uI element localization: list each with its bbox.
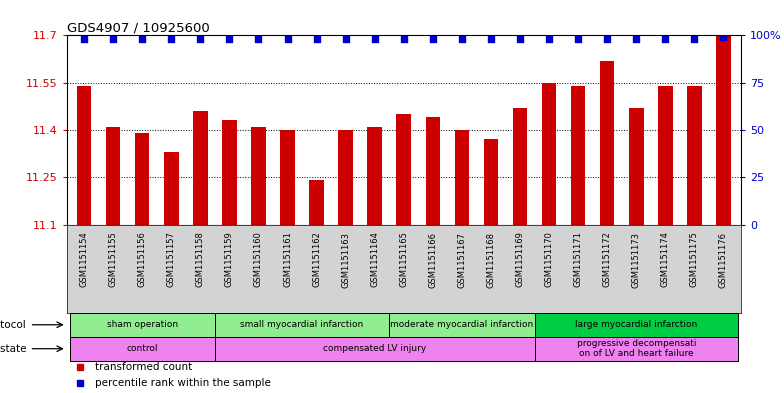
Text: percentile rank within the sample: percentile rank within the sample [95,378,270,387]
FancyBboxPatch shape [389,313,535,337]
Text: GSM1151162: GSM1151162 [312,231,321,287]
Point [688,36,701,42]
Point [630,36,643,42]
Point [107,36,119,42]
Text: GSM1151169: GSM1151169 [516,231,524,287]
Point [368,36,381,42]
FancyBboxPatch shape [535,313,738,337]
Text: GSM1151173: GSM1151173 [632,231,641,288]
Bar [368,127,382,224]
Text: control: control [126,344,158,353]
Point [252,36,265,42]
Text: GSM1151171: GSM1151171 [574,231,583,287]
Text: GSM1151164: GSM1151164 [370,231,379,287]
Text: GSM1151160: GSM1151160 [254,231,263,287]
Bar [513,108,528,224]
Bar [484,140,498,224]
Text: GSM1151158: GSM1151158 [196,231,205,287]
Text: transformed count: transformed count [95,362,192,372]
Text: moderate myocardial infarction: moderate myocardial infarction [390,320,533,329]
Bar [164,152,179,224]
Bar [193,111,208,224]
Bar [716,35,731,224]
FancyBboxPatch shape [215,337,535,361]
Point [339,36,352,42]
Text: protocol: protocol [0,320,26,330]
FancyBboxPatch shape [70,313,215,337]
Text: progressive decompensati
on of LV and heart failure: progressive decompensati on of LV and he… [576,339,696,358]
Text: GSM1151163: GSM1151163 [341,231,350,288]
Point [310,36,323,42]
Bar [77,86,92,224]
Bar [542,83,557,224]
FancyBboxPatch shape [70,337,215,361]
Bar [571,86,586,224]
Text: GSM1151165: GSM1151165 [399,231,408,287]
Text: sham operation: sham operation [107,320,178,329]
Bar [339,130,353,224]
Bar [135,133,150,224]
Point [717,34,730,40]
Point [543,36,555,42]
Bar [658,86,673,224]
Text: compensated LV injury: compensated LV injury [323,344,426,353]
Bar [397,114,411,224]
Point [456,36,468,42]
Text: GSM1151174: GSM1151174 [661,231,670,287]
Point [659,36,672,42]
Bar [251,127,266,224]
Point [194,36,207,42]
Text: GSM1151161: GSM1151161 [283,231,292,287]
FancyBboxPatch shape [215,313,389,337]
Point [78,36,90,42]
Text: GDS4907 / 10925600: GDS4907 / 10925600 [67,21,209,34]
Point [165,36,177,42]
Text: GSM1151168: GSM1151168 [486,231,495,288]
Bar [629,108,644,224]
Text: GSM1151159: GSM1151159 [225,231,234,287]
Bar [310,180,324,224]
Bar [222,121,237,224]
Text: small myocardial infarction: small myocardial infarction [241,320,364,329]
Text: GSM1151176: GSM1151176 [719,231,728,288]
FancyBboxPatch shape [535,337,738,361]
Text: GSM1151156: GSM1151156 [138,231,147,287]
Point [601,36,613,42]
Text: GSM1151157: GSM1151157 [167,231,176,287]
Text: GSM1151172: GSM1151172 [603,231,612,287]
Text: large myocardial infarction: large myocardial infarction [575,320,698,329]
Point [223,36,236,42]
Point [397,36,410,42]
Bar [106,127,121,224]
Point [426,36,439,42]
Text: GSM1151170: GSM1151170 [545,231,554,287]
Bar [455,130,469,224]
Text: GSM1151155: GSM1151155 [109,231,118,287]
Point [514,36,526,42]
Bar [280,130,295,224]
Bar [426,118,440,224]
Text: GSM1151166: GSM1151166 [428,231,437,288]
Text: GSM1151167: GSM1151167 [457,231,466,288]
Text: GSM1151175: GSM1151175 [690,231,699,287]
Point [572,36,584,42]
Bar [687,86,702,224]
Point [281,36,294,42]
Bar [600,61,615,224]
Point [485,36,497,42]
Point [136,36,148,42]
Text: GSM1151154: GSM1151154 [80,231,89,287]
Text: disease state: disease state [0,344,26,354]
